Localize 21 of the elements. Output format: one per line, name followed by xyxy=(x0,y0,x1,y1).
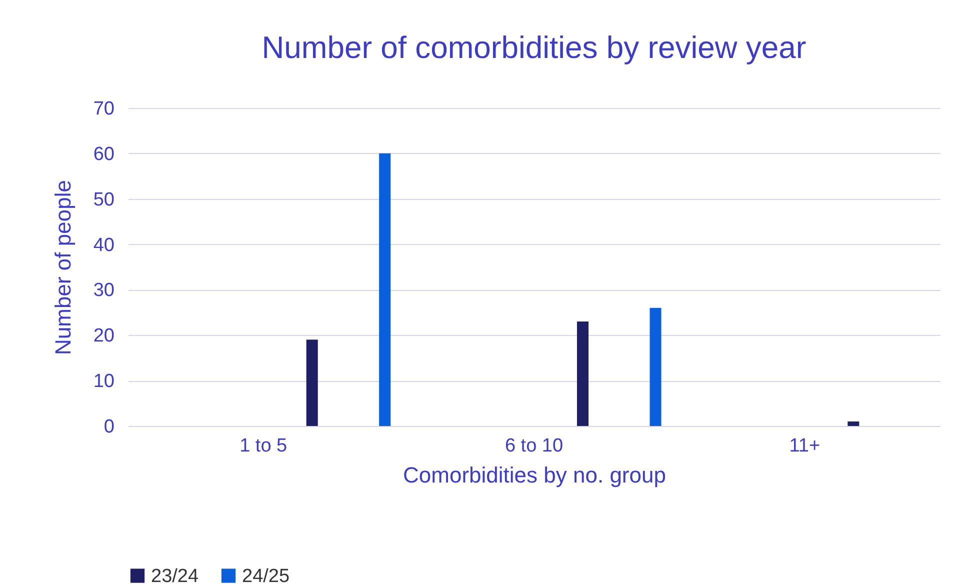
y-tick-label: 0 xyxy=(104,416,114,438)
y-tick-label: 30 xyxy=(93,280,114,302)
bar xyxy=(650,308,662,426)
bar xyxy=(848,421,860,426)
bar xyxy=(306,340,318,426)
y-tick-label: 10 xyxy=(93,371,114,392)
x-axis-title: Comorbidities by no. group xyxy=(403,462,666,488)
bar xyxy=(576,322,589,426)
x-tick-label: 1 to 5 xyxy=(240,436,288,456)
y-tick-label: 60 xyxy=(93,144,114,165)
x-tick-label: 11+ xyxy=(789,436,820,456)
y-tick-label: 20 xyxy=(93,326,114,347)
y-axis-title: Number of people xyxy=(50,180,76,355)
y-tick-label: 40 xyxy=(93,234,114,256)
legend-label: 23/24 xyxy=(151,566,199,586)
y-tick-label: 70 xyxy=(93,98,114,120)
bar xyxy=(379,153,391,426)
legend-label: 24/25 xyxy=(242,566,290,586)
y-tick-label: 50 xyxy=(93,189,114,210)
chart-title: Number of comorbidities by review year xyxy=(262,30,806,65)
x-tick-label: 6 to 10 xyxy=(504,436,564,456)
